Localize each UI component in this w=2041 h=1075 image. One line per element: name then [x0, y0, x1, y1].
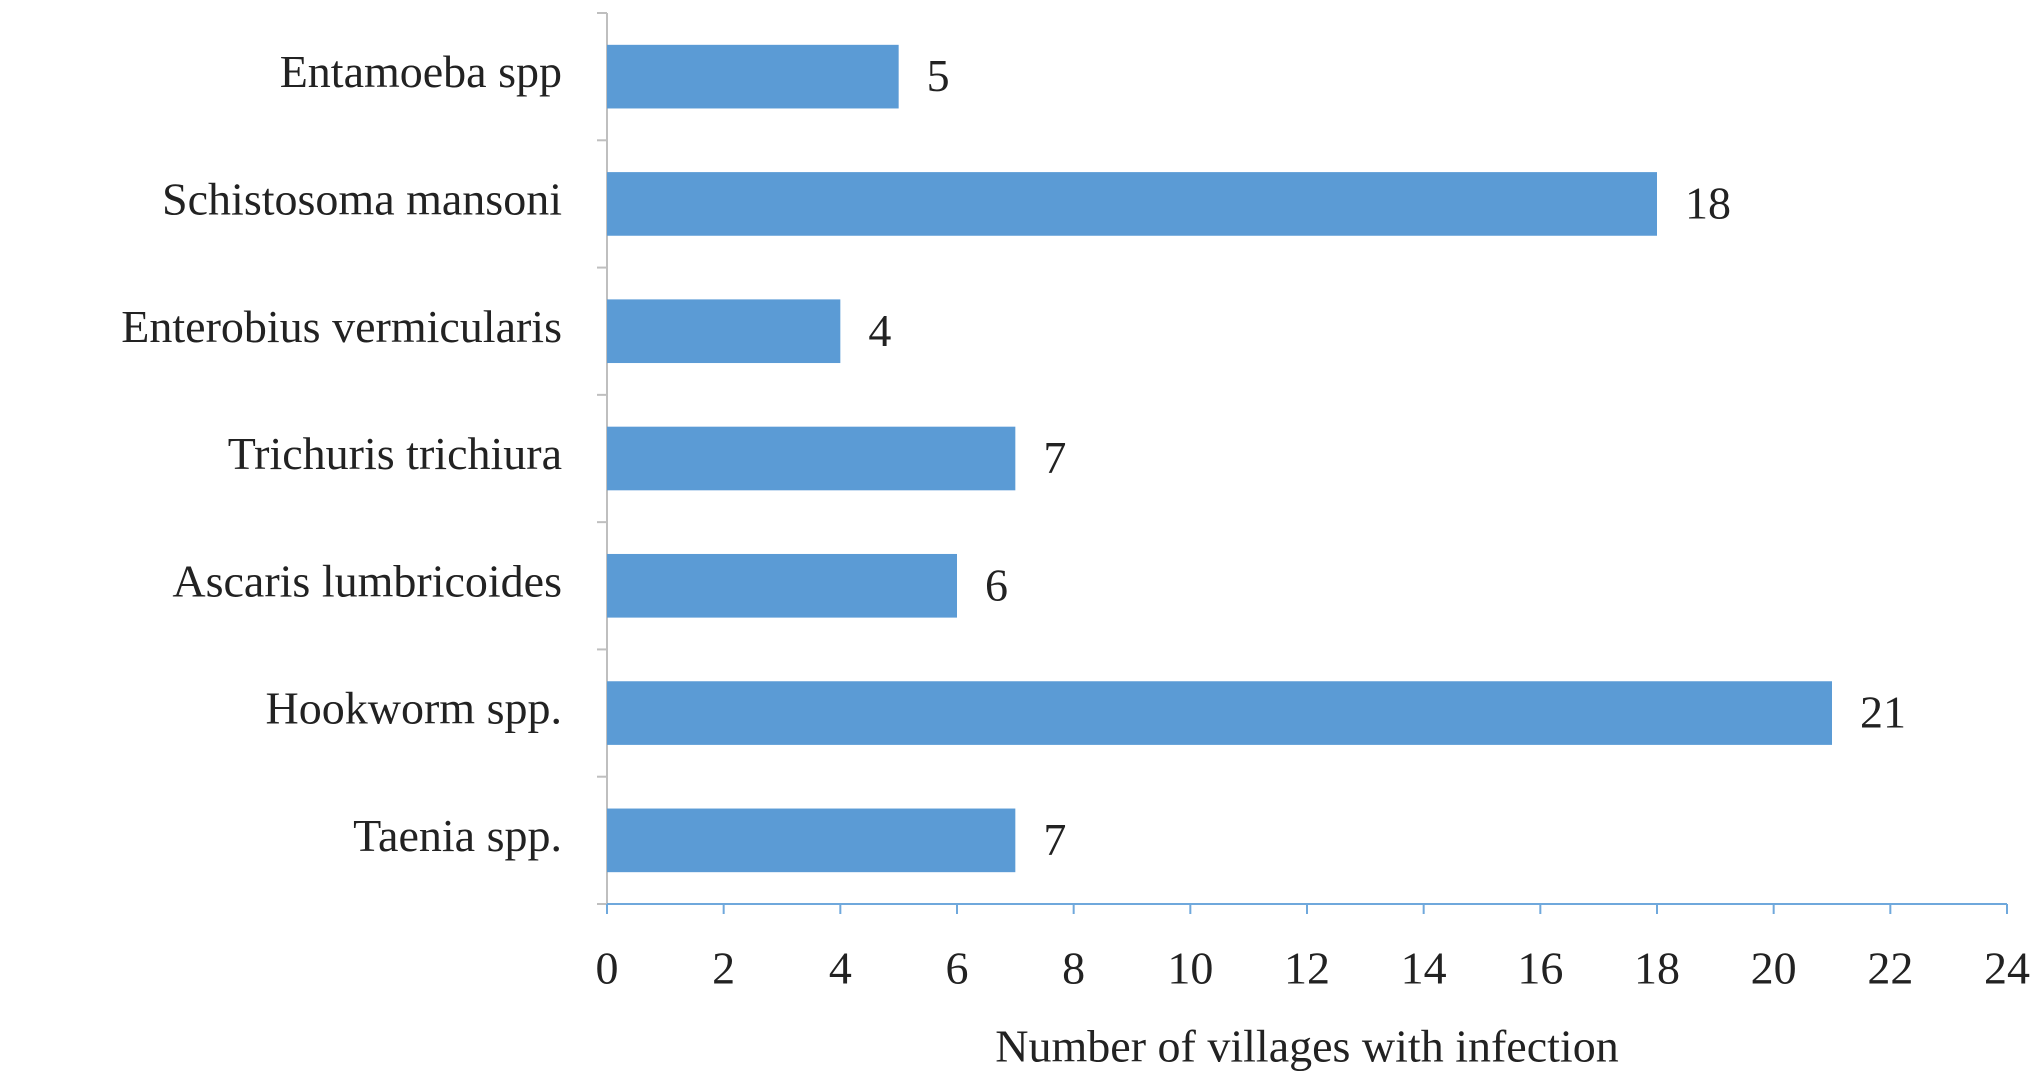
x-tick-label: 8	[1062, 943, 1085, 994]
y-tick-label: Enterobius vermicularis	[121, 301, 562, 352]
bar	[607, 44, 899, 109]
x-axis-label: Number of villages with infection	[995, 1021, 1618, 1072]
data-label: 7	[1043, 432, 1066, 483]
x-tick-label: 18	[1634, 943, 1680, 994]
x-tick-label: 6	[946, 943, 969, 994]
y-tick-label: Hookworm spp.	[266, 683, 562, 734]
bar	[607, 681, 1832, 745]
y-tick-label: Entamoeba spp	[280, 46, 562, 97]
x-tick-label: 22	[1867, 943, 1913, 994]
bar	[607, 808, 1016, 873]
x-tick-label: 14	[1401, 943, 1447, 994]
y-tick-label: Schistosoma mansoni	[162, 173, 562, 224]
x-tick-label: 20	[1751, 943, 1797, 994]
x-tick-label: 10	[1167, 943, 1213, 994]
x-tick-label: 0	[596, 943, 619, 994]
data-label: 7	[1043, 814, 1066, 865]
x-tick-label: 16	[1517, 943, 1563, 994]
data-label: 5	[927, 50, 950, 101]
bar	[607, 553, 957, 618]
data-label: 6	[985, 559, 1008, 610]
x-tick-label: 2	[712, 943, 735, 994]
data-label: 21	[1860, 687, 1906, 738]
data-label: 4	[868, 305, 891, 356]
bar	[607, 426, 1016, 491]
bar	[607, 172, 1657, 236]
x-tick-label: 12	[1284, 943, 1330, 994]
data-label: 18	[1685, 177, 1731, 228]
x-tick-label: 24	[1984, 943, 2030, 994]
y-tick-label: Taenia spp.	[353, 810, 562, 861]
x-tick-label: 4	[829, 943, 852, 994]
bar	[607, 299, 841, 364]
y-tick-label: Trichuris trichiura	[228, 428, 562, 479]
y-tick-label: Ascaris lumbricoides	[172, 555, 562, 606]
